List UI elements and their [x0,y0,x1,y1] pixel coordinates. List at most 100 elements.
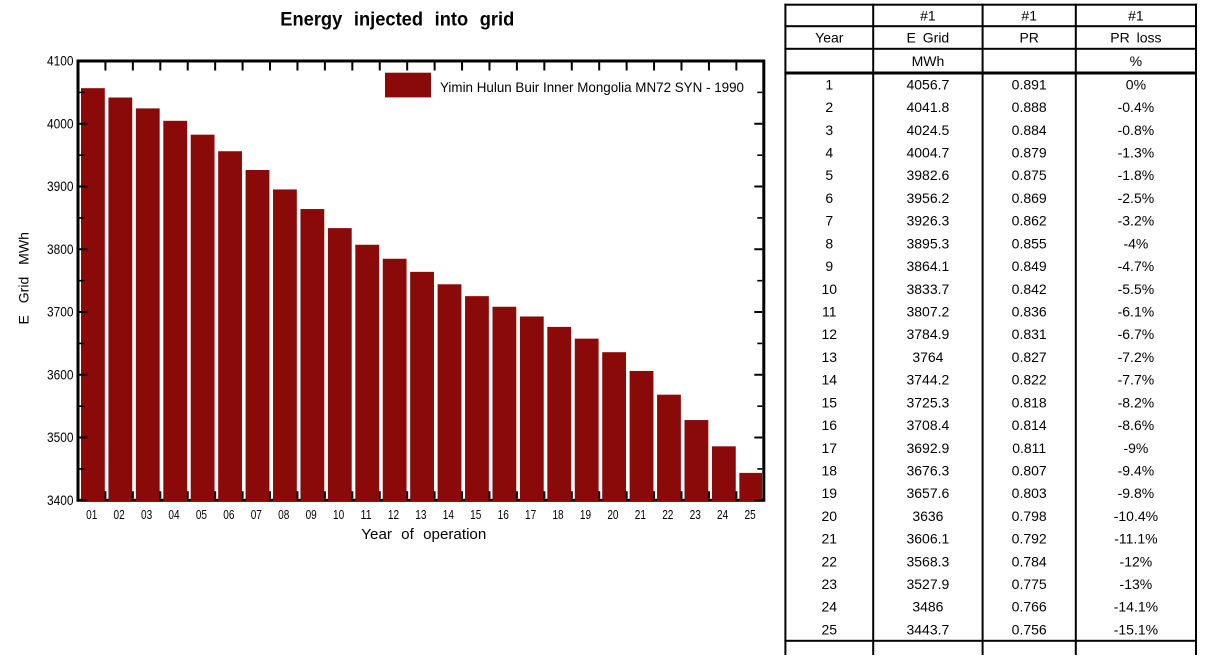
svg-text:25: 25 [822,621,838,637]
svg-text:0.879: 0.879 [1012,144,1047,160]
svg-text:4100: 4100 [47,54,74,69]
svg-text:02: 02 [114,507,125,522]
svg-text:%: % [1130,53,1142,69]
svg-text:2: 2 [825,99,833,115]
svg-text:05: 05 [196,507,207,522]
svg-text:4041.8: 4041.8 [906,99,949,115]
svg-text:11: 11 [822,303,837,319]
svg-text:4004.7: 4004.7 [906,144,949,160]
svg-text:-3.2%: -3.2% [1118,213,1155,229]
svg-text:3600: 3600 [47,367,74,382]
svg-text:3956.2: 3956.2 [906,190,949,206]
svg-text:3500: 3500 [47,430,74,445]
svg-text:08: 08 [278,507,289,522]
svg-text:#1: #1 [1021,7,1037,23]
svg-text:0.842: 0.842 [1012,281,1047,297]
svg-text:0.766: 0.766 [1012,599,1047,615]
svg-text:-8.6%: -8.6% [1118,417,1155,433]
svg-text:E Grid: E Grid [907,30,950,46]
svg-text:13: 13 [415,507,426,522]
svg-text:3486: 3486 [912,599,943,615]
svg-text:17: 17 [822,440,838,456]
svg-text:4: 4 [825,144,833,160]
svg-text:0.884: 0.884 [1012,122,1047,138]
svg-text:-15.1%: -15.1% [1114,621,1158,637]
svg-text:8: 8 [825,235,833,251]
svg-text:-6.7%: -6.7% [1118,326,1155,342]
svg-text:20: 20 [822,508,838,524]
svg-text:#1: #1 [1128,7,1144,23]
svg-text:15: 15 [470,507,481,522]
svg-text:21: 21 [635,507,646,522]
svg-text:24: 24 [822,599,838,615]
svg-text:13: 13 [822,349,838,365]
svg-text:0.818: 0.818 [1012,394,1047,410]
svg-text:0.875: 0.875 [1012,167,1047,183]
svg-text:-5.5%: -5.5% [1118,281,1155,297]
svg-text:0.855: 0.855 [1012,235,1047,251]
svg-text:-12%: -12% [1120,553,1153,569]
svg-text:PR loss: PR loss [1110,30,1161,46]
svg-text:3443.7: 3443.7 [906,621,949,637]
svg-text:-9.4%: -9.4% [1118,462,1155,478]
svg-text:0.807: 0.807 [1012,462,1047,478]
svg-text:23: 23 [822,576,838,592]
svg-text:0.836: 0.836 [1012,303,1047,319]
svg-text:0.792: 0.792 [1012,531,1047,547]
svg-text:0.862: 0.862 [1012,213,1047,229]
svg-text:3764: 3764 [912,349,943,365]
svg-text:0.784: 0.784 [1012,553,1047,569]
svg-text:3708.4: 3708.4 [906,417,949,433]
svg-text:22: 22 [662,507,673,522]
svg-text:3926.3: 3926.3 [906,213,949,229]
svg-text:03: 03 [141,507,152,522]
svg-text:23: 23 [690,507,701,522]
svg-text:0.811: 0.811 [1012,440,1046,456]
svg-text:15: 15 [822,394,838,410]
svg-text:3864.1: 3864.1 [906,258,949,274]
svg-text:5: 5 [825,167,833,183]
svg-text:16: 16 [498,507,509,522]
svg-text:-7.2%: -7.2% [1118,349,1155,365]
svg-text:3568.3: 3568.3 [906,553,949,569]
svg-text:3982.6: 3982.6 [906,167,949,183]
svg-text:-8.2%: -8.2% [1118,394,1155,410]
svg-text:01: 01 [86,507,97,522]
svg-text:-13%: -13% [1120,576,1153,592]
svg-text:3900: 3900 [47,179,74,194]
svg-text:E Grid MWh: E Grid MWh [16,232,32,325]
svg-text:9: 9 [825,258,833,274]
svg-text:-9%: -9% [1123,440,1148,456]
svg-text:20: 20 [607,507,618,522]
svg-text:Energy injected into grid: Energy injected into grid [280,9,514,31]
svg-text:24: 24 [717,507,728,522]
svg-text:0.849: 0.849 [1012,258,1047,274]
svg-text:18: 18 [552,507,563,522]
svg-text:16: 16 [822,417,838,433]
svg-text:10: 10 [822,281,838,297]
svg-text:0.798: 0.798 [1012,508,1047,524]
svg-text:3692.9: 3692.9 [906,440,949,456]
svg-text:7: 7 [825,213,833,229]
svg-text:4056.7: 4056.7 [906,76,949,92]
svg-text:3700: 3700 [47,305,74,320]
svg-text:-0.4%: -0.4% [1118,99,1155,115]
svg-text:-2.5%: -2.5% [1118,190,1155,206]
svg-text:19: 19 [580,507,591,522]
svg-text:MWh: MWh [912,53,945,69]
svg-text:0.822: 0.822 [1012,372,1047,388]
svg-text:-0.8%: -0.8% [1118,122,1155,138]
svg-text:10: 10 [333,507,344,522]
svg-text:-4.7%: -4.7% [1118,258,1155,274]
svg-text:3676.3: 3676.3 [906,462,949,478]
svg-text:0.831: 0.831 [1012,326,1047,342]
svg-text:0%: 0% [1126,76,1146,92]
svg-text:17: 17 [525,507,536,522]
svg-text:3: 3 [825,122,833,138]
svg-text:1: 1 [825,76,833,92]
svg-text:07: 07 [251,507,262,522]
svg-text:3657.6: 3657.6 [906,485,949,501]
svg-text:3725.3: 3725.3 [906,394,949,410]
svg-text:-11.1%: -11.1% [1114,531,1157,547]
svg-text:0.814: 0.814 [1012,417,1047,433]
